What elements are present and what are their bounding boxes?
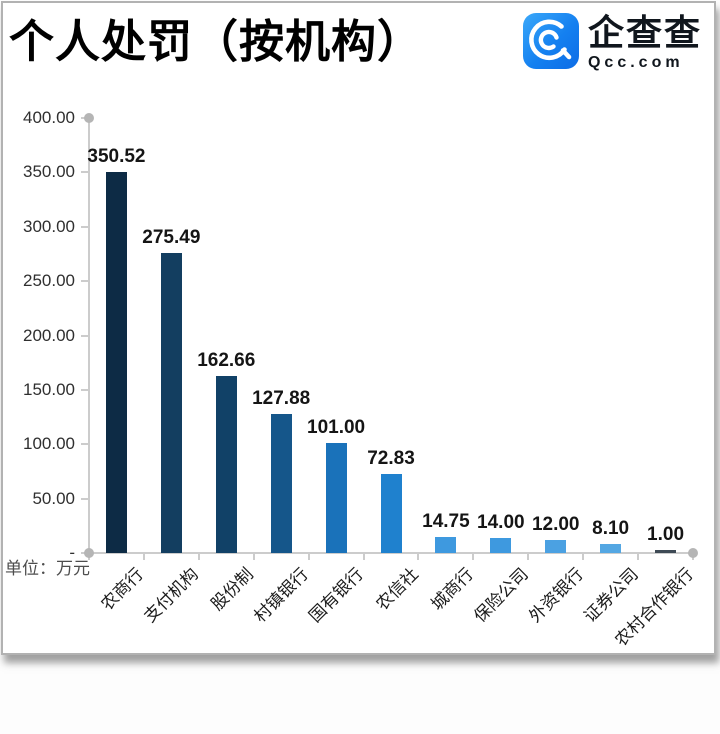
bar [490,537,512,553]
y-axis-line [88,118,90,553]
axis-endcap-dot [84,113,94,123]
y-tick-label: 300.00 [23,216,75,236]
x-tick-mark [527,554,530,560]
bar-value-label: 101.00 [307,417,366,439]
x-tick-mark [472,554,475,560]
logo-brand-name: 企查查 [587,13,702,53]
bar-value-label: 14.75 [422,510,470,532]
y-tick-label: 350.00 [23,162,75,182]
y-tick-label: 100.00 [23,434,75,454]
bar-value-label: 127.88 [252,387,311,409]
bar-value-label: 8.10 [592,518,630,540]
bar-value-label: 14.00 [477,511,525,533]
bar [215,376,237,553]
page-title: 个人处罚（按机构） [9,17,424,67]
qcc-logo-text: 企查查 Qcc.com [588,13,702,72]
x-tick-mark [252,554,255,560]
bar [325,443,347,553]
bar-value-label: 350.52 [87,145,146,167]
bar-value-label: 72.83 [367,447,415,469]
qcc-spiral-icon [522,13,579,69]
x-axis-line [89,552,693,554]
screenshot-frame: 个人处罚（按机构） 企查查 Qcc.com 单位：万元 400.00 350.00… [1,1,716,655]
bar-value-label: 12.00 [531,513,580,535]
y-tick-mark [81,443,88,446]
bar [545,539,567,553]
y-tick-label: 200.00 [23,325,75,345]
x-tick-mark [582,554,585,560]
y-tick-mark [81,388,88,391]
y-tick-label: 250.00 [23,271,75,291]
bar [655,550,677,553]
bar-value-label: 1.00 [647,524,685,545]
x-tick-mark [142,554,145,560]
axis-endcap-dot [688,548,698,558]
qcc-logo: 企查查 Qcc.com [522,13,702,72]
x-tick-mark [362,554,365,560]
bar [380,473,402,553]
bar [435,536,457,553]
bar [160,253,182,553]
y-tick-label: - [69,543,75,562]
logo-domain: Qcc.com [587,54,684,71]
bar [600,544,622,553]
x-tick-mark [307,554,310,560]
x-tick-mark [417,554,420,560]
unit-label: 单位：万元 [5,559,90,578]
bar [270,413,292,553]
x-tick-mark [197,554,200,560]
y-tick-label: 150.00 [23,379,75,399]
bar [105,171,127,553]
axis-endcap-dot [84,548,94,558]
y-tick-mark [81,497,88,500]
y-tick-mark [81,225,88,228]
y-tick-mark [81,171,88,174]
y-tick-mark [81,334,88,337]
y-tick-label: 50.00 [32,488,75,508]
qcc-spiral-glyph [529,19,572,61]
bar-value-label: 162.66 [197,350,256,372]
y-tick-label: 400.00 [23,108,75,127]
y-tick-mark [81,280,88,283]
bar-value-label: 275.49 [142,227,201,249]
bar-chart: 单位：万元 400.00 350.00 300.00 250.00 200.00 150.… [3,3,714,653]
x-tick-mark [637,554,640,560]
